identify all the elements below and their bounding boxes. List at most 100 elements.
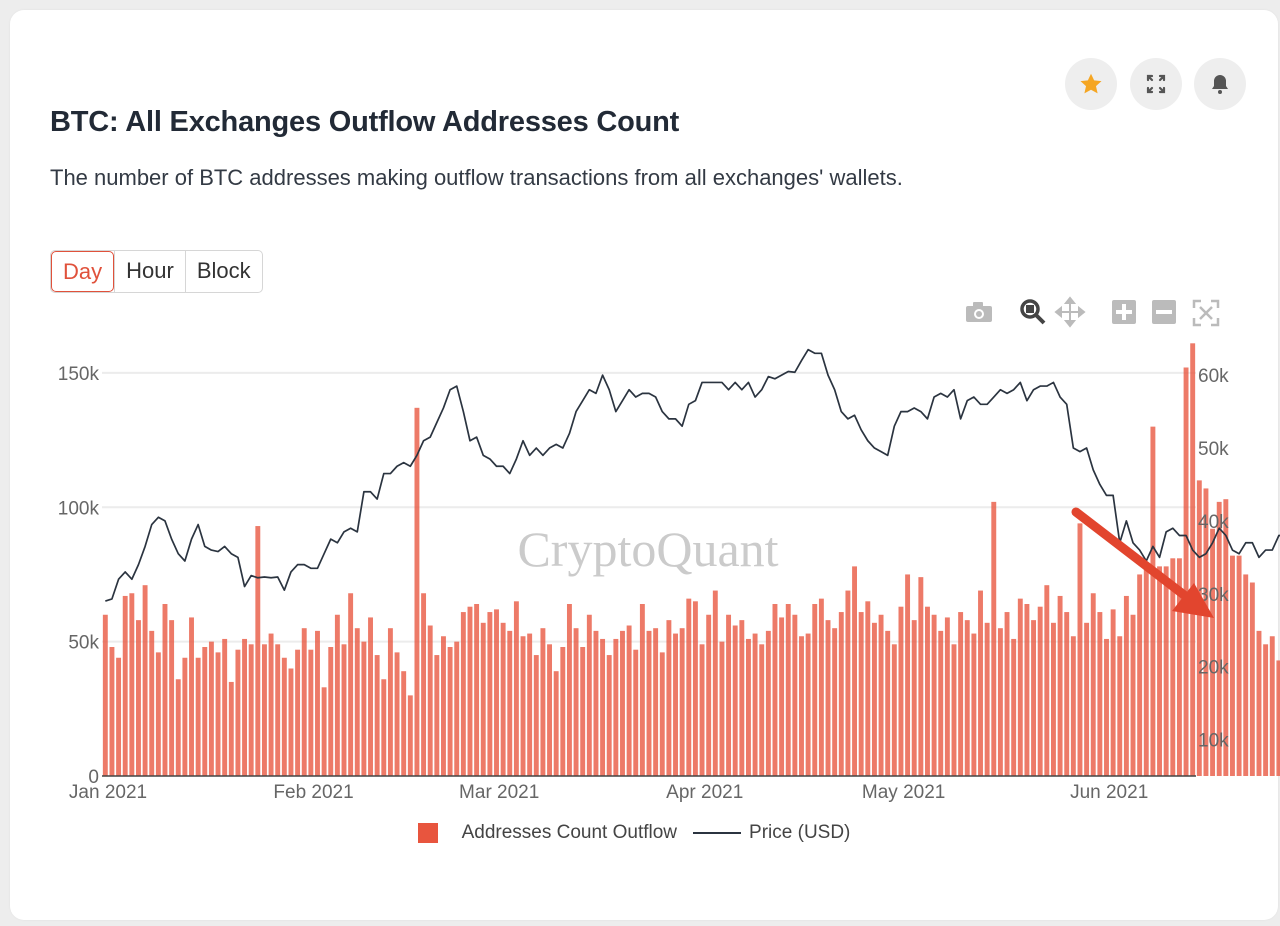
outflow-bar[interactable] xyxy=(1203,488,1209,776)
outflow-bar[interactable] xyxy=(122,595,128,776)
outflow-bar[interactable] xyxy=(348,593,354,776)
outflow-bar[interactable] xyxy=(898,606,904,776)
outflow-bar[interactable] xyxy=(235,649,241,776)
outflow-bar[interactable] xyxy=(1044,585,1050,776)
outflow-bar[interactable] xyxy=(752,633,758,776)
zoom-in-icon[interactable] xyxy=(1112,300,1136,324)
outflow-bar[interactable] xyxy=(785,604,791,776)
outflow-bar[interactable] xyxy=(626,625,632,777)
outflow-bar[interactable] xyxy=(1223,499,1229,776)
outflow-bar[interactable] xyxy=(487,612,493,776)
outflow-bar[interactable] xyxy=(1170,558,1176,776)
tab-block[interactable]: Block xyxy=(184,251,262,292)
legend-item-addresses[interactable]: Addresses Count Outflow xyxy=(417,822,677,844)
outflow-bar[interactable] xyxy=(547,644,552,776)
outflow-bar[interactable] xyxy=(586,614,592,776)
outflow-bar[interactable] xyxy=(494,609,499,777)
outflow-bar[interactable] xyxy=(155,652,161,777)
favorite-button[interactable] xyxy=(1065,58,1117,110)
outflow-bar[interactable] xyxy=(321,687,327,776)
outflow-bar[interactable] xyxy=(918,577,924,777)
outflow-bar[interactable] xyxy=(1017,598,1023,777)
outflow-bar[interactable] xyxy=(315,630,320,777)
outflow-bar[interactable] xyxy=(441,636,446,776)
outflow-bar[interactable] xyxy=(997,628,1003,776)
outflow-bar[interactable] xyxy=(805,633,811,776)
outflow-bar[interactable] xyxy=(454,641,460,777)
outflow-bar[interactable] xyxy=(925,606,930,776)
outflow-bar[interactable] xyxy=(871,622,877,776)
outflow-bar[interactable] xyxy=(991,501,997,777)
outflow-bar[interactable] xyxy=(533,655,539,776)
outflow-bar[interactable] xyxy=(818,598,824,777)
outflow-bar[interactable] xyxy=(268,633,274,776)
outflow-bar[interactable] xyxy=(951,644,957,776)
outflow-bar[interactable] xyxy=(195,657,201,776)
legend-item-price[interactable]: Price (USD) xyxy=(693,822,850,844)
outflow-bar[interactable] xyxy=(1130,614,1136,776)
outflow-bar[interactable] xyxy=(142,585,148,776)
outflow-bar[interactable] xyxy=(606,655,612,776)
outflow-bar[interactable] xyxy=(692,601,698,776)
outflow-bar[interactable] xyxy=(759,644,765,776)
outflow-bar[interactable] xyxy=(394,652,400,777)
outflow-bar[interactable] xyxy=(832,628,838,776)
outflow-bar[interactable] xyxy=(712,590,718,776)
outflow-bar[interactable] xyxy=(984,622,990,776)
outflow-bar[interactable] xyxy=(149,630,155,777)
outflow-bar[interactable] xyxy=(1117,636,1123,776)
outflow-bar[interactable] xyxy=(447,647,453,776)
outflow-bar[interactable] xyxy=(1276,660,1280,776)
outflow-bar[interactable] xyxy=(1269,636,1275,776)
camera-icon[interactable] xyxy=(966,302,992,322)
outflow-bar[interactable] xyxy=(1064,612,1070,776)
outflow-bar[interactable] xyxy=(301,628,307,776)
tab-day[interactable]: Day xyxy=(51,251,115,292)
outflow-bar[interactable] xyxy=(169,620,175,777)
outflow-bar[interactable] xyxy=(288,668,294,777)
outflow-bar[interactable] xyxy=(1176,558,1182,776)
outflow-bar[interactable] xyxy=(421,593,427,776)
outflow-bar[interactable] xyxy=(401,671,407,776)
outflow-bar[interactable] xyxy=(958,612,964,776)
outflow-bar[interactable] xyxy=(387,628,393,776)
pan-icon[interactable] xyxy=(1054,296,1086,328)
outflow-bar[interactable] xyxy=(228,681,234,776)
outflow-bar[interactable] xyxy=(573,628,579,776)
outflow-bar[interactable] xyxy=(1104,638,1109,776)
outflow-bar[interactable] xyxy=(971,633,977,776)
outflow-bar[interactable] xyxy=(772,604,778,776)
fullscreen-button[interactable] xyxy=(1130,58,1182,110)
outflow-bar[interactable] xyxy=(222,638,228,776)
outflow-bar[interactable] xyxy=(361,641,367,777)
outflow-bar[interactable] xyxy=(116,657,122,776)
outflow-bar[interactable] xyxy=(520,636,526,776)
outflow-bar[interactable] xyxy=(407,695,413,777)
outflow-bar[interactable] xyxy=(295,649,301,776)
outflow-bar[interactable] xyxy=(381,679,387,776)
outflow-bar[interactable] xyxy=(865,601,871,776)
outflow-bar[interactable] xyxy=(911,620,917,777)
outflow-bar[interactable] xyxy=(1143,563,1149,776)
outflow-bar[interactable] xyxy=(1077,523,1083,777)
outflow-bar[interactable] xyxy=(480,622,486,776)
outflow-bar[interactable] xyxy=(1210,528,1216,776)
outflow-bar[interactable] xyxy=(580,647,586,776)
outflow-bar[interactable] xyxy=(1163,566,1169,777)
outflow-bar[interactable] xyxy=(825,620,831,777)
zoom-icon[interactable] xyxy=(1020,299,1046,325)
outflow-bar[interactable] xyxy=(746,638,751,776)
outflow-bar[interactable] xyxy=(964,620,970,777)
outflow-bar[interactable] xyxy=(162,604,168,776)
outflow-bar[interactable] xyxy=(1137,574,1143,776)
outflow-bar[interactable] xyxy=(858,612,864,776)
outflow-bar[interactable] xyxy=(739,620,745,777)
outflow-bar[interactable] xyxy=(978,590,983,776)
outflow-bar[interactable] xyxy=(905,574,911,776)
outflow-bar[interactable] xyxy=(281,657,287,776)
outflow-bar[interactable] xyxy=(248,644,254,776)
outflow-bar[interactable] xyxy=(341,644,347,776)
outflow-bar[interactable] xyxy=(1037,606,1043,776)
outflow-bar[interactable] xyxy=(613,638,619,776)
outflow-bar[interactable] xyxy=(639,604,645,776)
